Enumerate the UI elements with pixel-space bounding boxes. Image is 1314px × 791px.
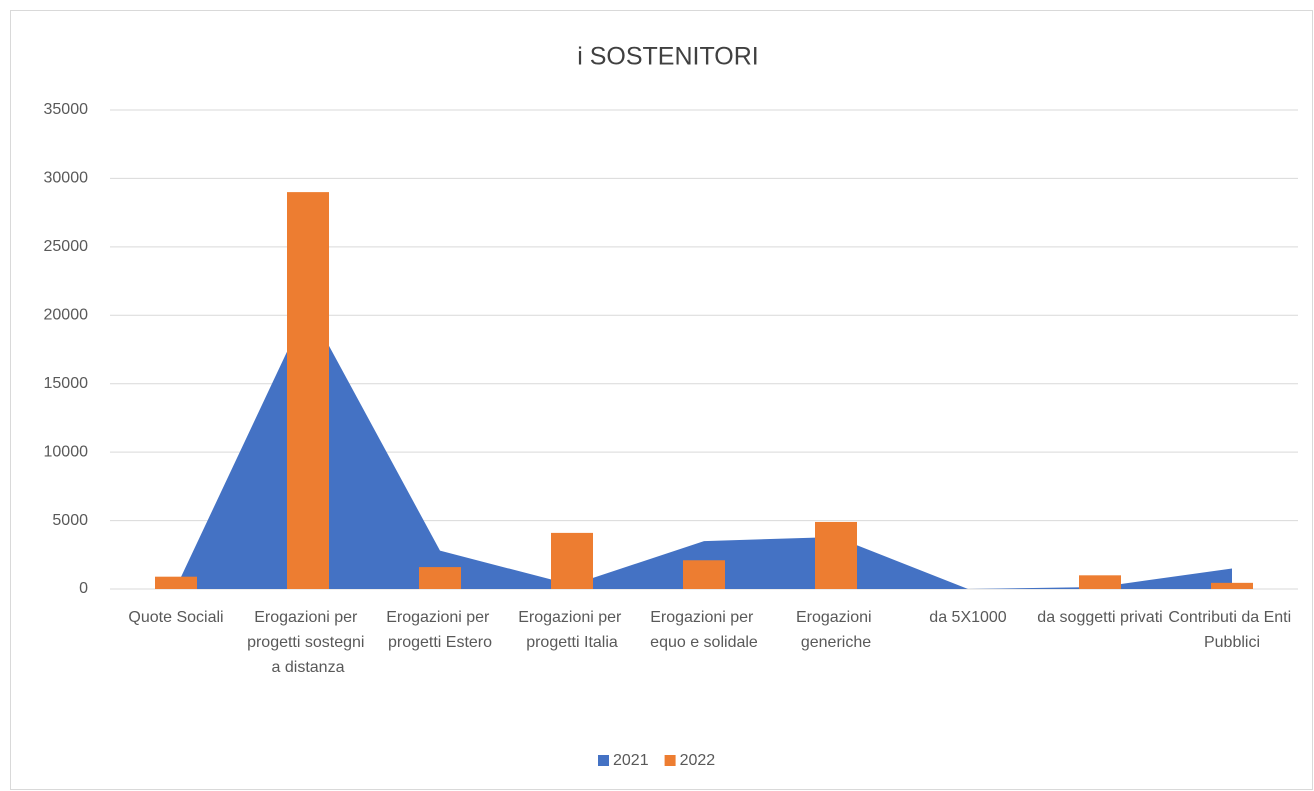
y-tick-label: 10000 bbox=[44, 443, 89, 460]
chart-title: i SOSTENITORI bbox=[577, 43, 759, 71]
x-tick-label: Erogazioni per progetti Estero bbox=[386, 609, 494, 651]
x-tick-label: da 5X1000 bbox=[929, 609, 1007, 626]
legend-swatch bbox=[664, 755, 676, 766]
area bbox=[176, 307, 1232, 589]
bar bbox=[1211, 582, 1253, 589]
y-tick-label: 15000 bbox=[44, 375, 89, 392]
y-tick-label: 20000 bbox=[44, 307, 89, 324]
chart-border bbox=[10, 10, 1313, 790]
bar bbox=[155, 576, 197, 589]
x-tick-label: Erogazioni per progetti Italia bbox=[518, 609, 626, 651]
x-tick-label: Erogazioni generiche bbox=[796, 609, 876, 651]
x-tick-label: Erogazioni per equo e solidale bbox=[650, 609, 758, 651]
bar bbox=[815, 521, 857, 589]
x-tick-label: Erogazioni per progetti sostegni a dista… bbox=[247, 609, 369, 676]
y-tick-label: 25000 bbox=[44, 238, 89, 255]
y-tick-label: 5000 bbox=[52, 512, 88, 529]
y-tick-label: 35000 bbox=[44, 101, 89, 118]
legend-label: 2022 bbox=[680, 752, 716, 769]
bar bbox=[287, 192, 329, 589]
bar bbox=[1079, 575, 1121, 589]
bar bbox=[683, 560, 725, 589]
legend-label: 2021 bbox=[613, 752, 649, 769]
x-tick-label: Quote Sociali bbox=[128, 609, 223, 626]
bar bbox=[419, 567, 461, 589]
y-tick-label: 0 bbox=[79, 580, 88, 597]
y-tick-label: 30000 bbox=[44, 170, 89, 187]
x-tick-label: da soggetti privati bbox=[1037, 609, 1162, 626]
x-tick-label: Contributi da Enti Pubblici bbox=[1168, 609, 1295, 651]
legend-swatch bbox=[598, 755, 609, 766]
bar bbox=[551, 532, 593, 589]
